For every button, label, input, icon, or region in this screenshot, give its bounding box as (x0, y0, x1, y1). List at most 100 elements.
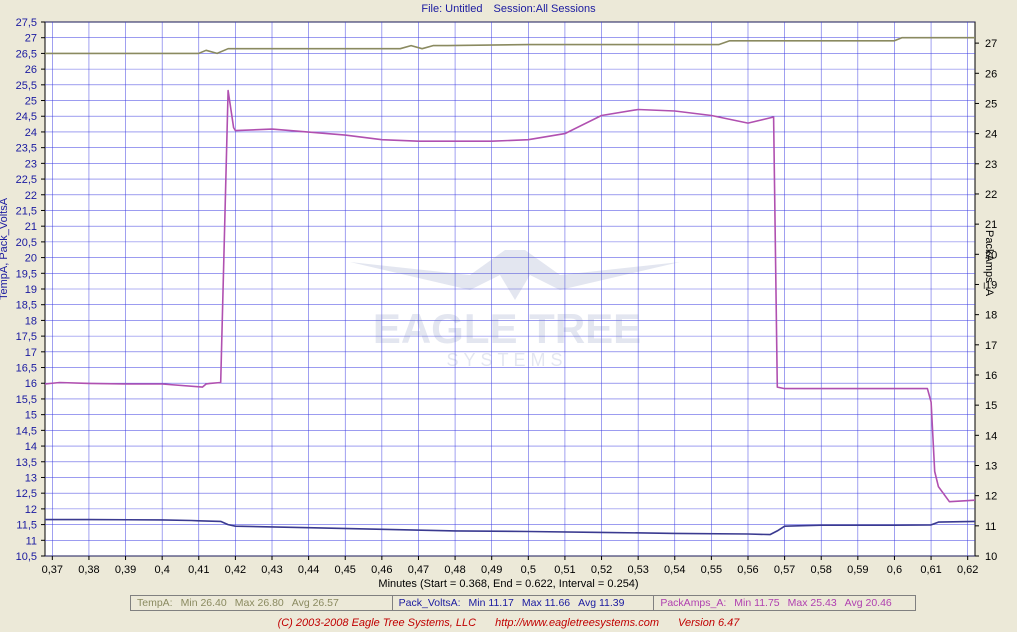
y-right-tick-label: 14 (985, 430, 997, 442)
y-left-tick-label: 19,5 (16, 268, 37, 280)
y-left-tick-label: 26,5 (16, 48, 37, 60)
x-tick-label: 0,54 (664, 564, 685, 576)
eagle-logo-icon (350, 250, 680, 300)
chart: EAGLE TREE SYSTEMS 10,5 11 11,5 12 12,5 13 13,… (16, 17, 998, 576)
y-left-tick-label: 11 (26, 535, 37, 547)
y-left-tick-label: 20,5 (16, 237, 37, 249)
y-right-tick-label: 21 (985, 219, 997, 231)
legend-max: Max 26.80 (234, 597, 284, 609)
x-tick-label: 0,43 (261, 564, 282, 576)
y-right-tick-label: 13 (985, 460, 997, 472)
x-axis-label: Minutes (Start = 0.368, End = 0.622, Int… (378, 578, 639, 590)
y-right-tick-label: 26 (985, 68, 997, 80)
x-tick-label: 0,46 (371, 564, 392, 576)
x-ticks: 0,37 0,38 0,39 0,4 0,41 0,42 0,43 0,44 0,45 0,46 0… (42, 556, 978, 576)
watermark-sub: SYSTEMS (446, 350, 567, 370)
x-tick-label: 0,52 (591, 564, 612, 576)
legend-max: Max 25.43 (787, 597, 837, 609)
y-right-ticks: 10 11 12 13 14 15 16 17 18 19 20 21 22 23 24 25 26 27 (975, 38, 997, 563)
series-line-pack-voltsa (45, 518, 976, 536)
y-left-tick-label: 14,5 (16, 425, 37, 437)
y-left-tick-label: 11,5 (16, 520, 37, 532)
website-link[interactable]: http://www.eagletreesystems.com (495, 617, 659, 629)
x-tick-label: 0,59 (847, 564, 868, 576)
file-label: File: Untitled (421, 3, 483, 15)
legend-name: PackAmps_A: (660, 597, 727, 609)
legend-min: Min 26.40 (180, 597, 227, 609)
x-tick-label: 0,38 (78, 564, 99, 576)
copyright: (C) 2003-2008 Eagle Tree Systems, LLC (277, 617, 477, 629)
session-label: Session:All Sessions (493, 3, 596, 15)
x-tick-label: 0,57 (774, 564, 795, 576)
y-left-tick-label: 21,5 (16, 205, 37, 217)
x-tick-label: 0,39 (115, 564, 136, 576)
y-left-tick-label: 19 (25, 284, 37, 296)
legend-name: Pack_VoltsA: (398, 597, 461, 609)
y-right-tick-label: 12 (985, 491, 997, 503)
y-right-tick-label: 11 (985, 521, 996, 533)
y-left-tick-label: 12 (25, 504, 37, 516)
y-left-tick-label: 25,5 (16, 80, 37, 92)
y-left-tick-label: 18 (25, 315, 37, 327)
y-left-tick-label: 13 (25, 472, 37, 484)
y-left-tick-label: 21 (25, 221, 37, 233)
legend-max: Max 11.66 (521, 597, 571, 609)
x-tick-label: 0,6 (887, 564, 902, 576)
y-left-tick-label: 15 (25, 410, 37, 422)
x-tick-label: 0,49 (481, 564, 502, 576)
legend-avg: Avg 26.57 (291, 597, 339, 609)
y-left-tick-label: 16,5 (16, 363, 37, 375)
version: Version 6.47 (678, 617, 740, 629)
y-left-tick-label: 24 (25, 127, 37, 139)
grid (45, 21, 975, 557)
y-right-tick-label: 24 (985, 129, 997, 141)
y-right-tick-label: 19 (985, 279, 997, 291)
y-left-tick-label: 25 (25, 96, 37, 108)
x-tick-label: 0,61 (920, 564, 941, 576)
window-title: File: Untitled Session:All Sessions (0, 3, 1017, 15)
y-right-tick-label: 22 (985, 189, 997, 201)
x-tick-label: 0,48 (444, 564, 465, 576)
y-left-tick-label: 10,5 (16, 551, 37, 563)
y-left-tick-label: 15,5 (16, 394, 37, 406)
x-tick-label: 0,58 (811, 564, 832, 576)
y-right-tick-label: 15 (985, 400, 997, 412)
legend-min: Min 11.75 (734, 597, 780, 609)
legend-min: Min 11.17 (468, 597, 514, 609)
y-left-tick-label: 20 (25, 253, 37, 265)
y-right-tick-label: 20 (985, 249, 997, 261)
series-line-tempa (45, 36, 975, 55)
y-left-tick-label: 17,5 (16, 331, 37, 343)
x-tick-label: 0,42 (225, 564, 246, 576)
y-left-tick-label: 22,5 (16, 174, 37, 186)
y-left-tick-label: 13,5 (16, 457, 37, 469)
x-tick-label: 0,41 (188, 564, 209, 576)
watermark-name: EAGLE TREE (373, 305, 641, 352)
legend: TempA: Min 26.40 Max 26.80 Avg 26.57 Pac… (130, 595, 917, 611)
y-right-tick-label: 16 (985, 370, 997, 382)
x-tick-label: 0,5 (521, 564, 536, 576)
y-left-tick-label: 22 (25, 190, 37, 202)
x-tick-label: 0,55 (701, 564, 722, 576)
watermark: EAGLE TREE SYSTEMS (350, 250, 680, 370)
footer: (C) 2003-2008 Eagle Tree Systems, LLC ht… (0, 617, 1017, 629)
y-left-tick-label: 17 (25, 347, 37, 359)
y-left-tick-label: 27,5 (16, 17, 37, 29)
y-left-tick-label: 26 (25, 64, 37, 76)
y-right-tick-label: 23 (985, 159, 997, 171)
y-left-tick-label: 14 (25, 441, 37, 453)
series-line-packamps-a (44, 89, 976, 503)
y-left-tick-label: 23 (25, 158, 37, 170)
y-left-tick-label: 18,5 (16, 300, 37, 312)
x-tick-label: 0,4 (155, 564, 170, 576)
legend-avg: Avg 11.39 (578, 597, 625, 609)
y-right-tick-label: 17 (985, 340, 997, 352)
legend-item-amps: PackAmps_A: Min 11.75 Max 25.43 Avg 20.4… (653, 595, 917, 611)
y-left-tick-label: 23,5 (16, 143, 37, 155)
x-tick-label: 0,37 (42, 564, 63, 576)
legend-item-temp: TempA: Min 26.40 Max 26.80 Avg 26.57 (130, 595, 392, 611)
legend-name: TempA: (137, 597, 173, 609)
series-lines (44, 36, 976, 536)
y-left-tick-label: 24,5 (16, 111, 37, 123)
x-tick-label: 0,53 (627, 564, 648, 576)
